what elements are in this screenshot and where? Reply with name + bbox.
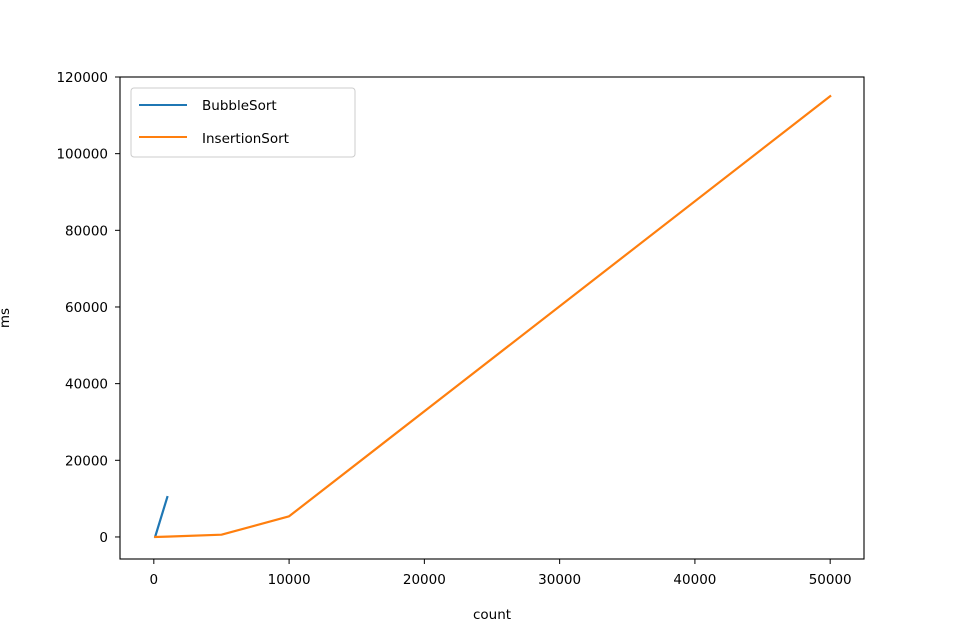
x-tick-label: 40000 <box>673 572 716 588</box>
y-tick-label: 120000 <box>56 70 108 86</box>
y-tick-label: 40000 <box>65 377 108 393</box>
x-axis-ticks: 0 10000 20000 30000 40000 50000 <box>150 559 852 588</box>
legend-label-insertionsort: InsertionSort <box>202 131 289 147</box>
series-line-bubblesort <box>153 495 169 538</box>
y-tick-label: 20000 <box>65 453 108 469</box>
x-tick-label: 0 <box>150 572 159 588</box>
x-axis-label: count <box>473 607 511 623</box>
series-line-insertionsort <box>154 94 832 539</box>
y-axis-ticks: 0 20000 40000 60000 80000 100000 120000 <box>56 70 120 546</box>
x-tick-label: 20000 <box>403 572 446 588</box>
x-tick-label: 10000 <box>268 572 311 588</box>
legend-label-bubblesort: BubbleSort <box>202 98 277 114</box>
x-tick-label: 50000 <box>809 572 852 588</box>
plot-frame <box>119 76 865 560</box>
legend: BubbleSort InsertionSort <box>130 87 356 158</box>
y-tick-label: 0 <box>99 530 108 546</box>
series-layer <box>153 94 832 539</box>
y-tick-label: 80000 <box>65 223 108 239</box>
y-tick-label: 100000 <box>56 147 108 163</box>
x-tick-label: 30000 <box>538 572 581 588</box>
y-tick-label: 60000 <box>65 300 108 316</box>
y-axis-label: ms <box>0 308 13 328</box>
